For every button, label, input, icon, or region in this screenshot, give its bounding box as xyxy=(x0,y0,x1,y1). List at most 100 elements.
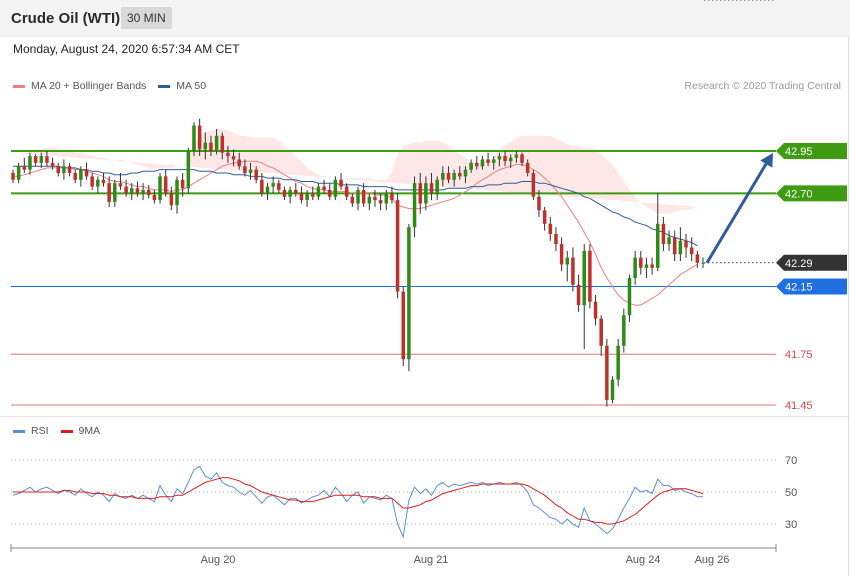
candle xyxy=(265,183,270,201)
candle-body xyxy=(622,315,626,346)
candle-body xyxy=(605,345,609,400)
candle-body xyxy=(571,257,575,285)
candle xyxy=(197,118,202,157)
candle xyxy=(378,193,383,211)
candle-body xyxy=(344,186,349,197)
candle xyxy=(475,156,479,170)
candle xyxy=(412,176,417,238)
level-tag-42-70: 42.70 xyxy=(776,185,847,202)
timeframe-button[interactable]: 30 MIN xyxy=(121,7,172,29)
candle xyxy=(130,183,134,201)
candle xyxy=(79,166,83,187)
candle xyxy=(441,166,445,187)
legend-ma50-label: MA 50 xyxy=(176,80,207,92)
candle xyxy=(344,183,349,201)
candle-body xyxy=(56,166,60,174)
candle-body xyxy=(684,240,688,248)
candle-body xyxy=(480,159,485,167)
candle xyxy=(192,122,196,157)
candle xyxy=(339,173,343,190)
candle xyxy=(565,250,570,282)
candle-body xyxy=(192,125,196,151)
candle-body xyxy=(452,173,456,180)
candle-body xyxy=(599,318,603,346)
candle xyxy=(373,189,377,207)
candle-body xyxy=(531,173,536,197)
level-label-42-29: 42.29 xyxy=(785,258,813,270)
candle-body xyxy=(667,237,671,245)
candle xyxy=(101,173,106,187)
candle-body xyxy=(311,193,315,197)
candle-body xyxy=(152,195,157,201)
candle xyxy=(282,186,287,201)
candle-body xyxy=(548,223,553,234)
candle xyxy=(124,179,128,197)
legend-rsi: RSI xyxy=(13,425,49,437)
candle xyxy=(684,233,688,258)
candle xyxy=(559,237,564,272)
candle-body xyxy=(45,156,49,163)
candle-body xyxy=(672,237,677,255)
candle-body xyxy=(695,254,700,263)
ma20-line xyxy=(13,160,698,306)
candle xyxy=(169,186,174,211)
candle-body xyxy=(593,301,598,319)
price-legend: MA 20 + Bollinger Bands MA 50 xyxy=(13,80,218,92)
candle xyxy=(531,169,536,201)
candle-body xyxy=(62,166,66,174)
candle xyxy=(146,184,151,199)
candle-body xyxy=(220,135,225,153)
candle-body xyxy=(141,189,145,194)
candle-body xyxy=(361,189,366,204)
legend-9ma-swatch xyxy=(60,429,73,433)
candle xyxy=(576,274,581,312)
candle xyxy=(11,169,15,184)
candle-body xyxy=(554,233,558,245)
candle-body xyxy=(96,179,100,187)
candle xyxy=(514,151,519,163)
candle xyxy=(463,166,468,184)
candle xyxy=(73,169,77,184)
candle xyxy=(361,183,366,207)
level-badge-42-95 xyxy=(776,143,847,159)
candle xyxy=(67,162,72,177)
candle-body xyxy=(356,189,360,204)
candle xyxy=(554,227,558,251)
level-tag-41-45: 41.45 xyxy=(785,400,813,412)
candle-body xyxy=(39,156,44,163)
candle xyxy=(135,181,140,197)
candle-body xyxy=(441,173,445,180)
candle-body xyxy=(288,189,292,197)
candle-body xyxy=(616,345,620,380)
candle-body xyxy=(316,186,321,197)
candle xyxy=(407,223,411,372)
candle xyxy=(667,230,671,251)
candle xyxy=(163,169,168,197)
level-tag-42-95: 42.95 xyxy=(776,143,847,159)
candle-body xyxy=(214,135,219,151)
candle xyxy=(22,157,27,174)
frame-border xyxy=(848,36,849,576)
candle-body xyxy=(322,186,326,190)
candle xyxy=(588,244,592,309)
candle xyxy=(452,169,456,187)
candle-body xyxy=(73,173,77,180)
candle-body xyxy=(79,169,83,180)
level-label-41-45: 41.45 xyxy=(785,400,813,412)
candle xyxy=(633,250,637,285)
candle-body xyxy=(520,154,524,163)
candle-body xyxy=(175,179,179,206)
level-badge-42-15 xyxy=(776,278,847,295)
candle xyxy=(689,237,694,262)
candle-body xyxy=(113,183,117,202)
legend-ma50-swatch xyxy=(158,84,171,88)
candle-body xyxy=(84,169,89,177)
candle-body xyxy=(282,189,287,197)
candle-body xyxy=(260,179,264,194)
candle-body xyxy=(169,193,174,206)
candle xyxy=(84,162,89,180)
candle-body xyxy=(633,257,637,278)
candle-body xyxy=(689,247,694,255)
level-label-42-15: 42.15 xyxy=(785,281,813,293)
candle-body xyxy=(130,188,134,194)
